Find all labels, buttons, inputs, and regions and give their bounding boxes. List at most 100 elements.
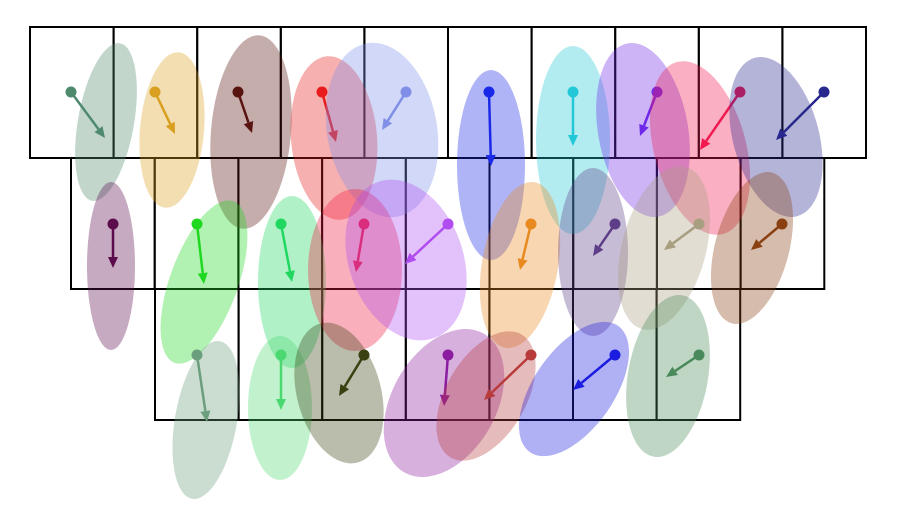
arrow-head — [94, 126, 105, 138]
arrow-head — [639, 123, 649, 136]
glyph — [139, 52, 205, 208]
glyph — [457, 70, 525, 260]
arrow-head — [485, 154, 496, 166]
arrow-head — [197, 272, 208, 284]
start-dot — [651, 86, 663, 98]
arrow-shaft — [642, 91, 659, 127]
cell-frame — [739, 157, 826, 290]
start-dot — [191, 218, 203, 230]
glyph — [479, 182, 561, 348]
glyph — [383, 329, 505, 477]
arrow-head — [108, 257, 118, 268]
glyph — [729, 57, 830, 217]
start-dot — [191, 349, 203, 361]
arrow-head — [593, 244, 604, 256]
start-dot — [149, 86, 161, 98]
arrow-shaft — [195, 354, 207, 412]
arrow-shaft — [153, 91, 172, 125]
glyph — [290, 56, 378, 220]
ellipse — [75, 43, 137, 201]
arrow-head — [382, 118, 393, 130]
arrow-shaft — [580, 354, 616, 384]
start-dot — [734, 86, 746, 98]
arrow-shaft — [705, 91, 742, 142]
glyph — [308, 189, 402, 351]
start-dot — [525, 349, 537, 361]
glyph — [210, 35, 292, 229]
ellipse — [649, 61, 751, 235]
arrow-shaft — [412, 223, 449, 258]
arrow-shaft — [343, 354, 366, 388]
glyph — [87, 182, 135, 350]
glyph — [558, 168, 628, 336]
glyph — [617, 166, 711, 330]
start-dot — [567, 86, 579, 98]
ellipse — [729, 57, 823, 217]
arrow-shaft — [491, 354, 532, 394]
arrow-head — [666, 366, 678, 377]
start-dot — [525, 218, 537, 230]
arrow-head — [405, 252, 417, 264]
arrow-head — [568, 135, 578, 146]
start-dot — [693, 349, 705, 361]
glyph — [172, 341, 240, 499]
arrow-head — [664, 239, 676, 250]
arrow-head — [276, 399, 286, 410]
start-dot — [776, 218, 788, 230]
start-dot — [275, 218, 287, 230]
glyph — [325, 42, 439, 218]
start-dot — [609, 349, 621, 361]
glyph — [649, 61, 751, 235]
arrow-head — [517, 258, 528, 270]
glyph — [710, 172, 794, 324]
arrow-shaft — [279, 223, 292, 272]
glyph — [294, 322, 384, 464]
arrow-head — [243, 120, 254, 133]
cell-frame — [655, 288, 742, 421]
start-dot — [358, 349, 370, 361]
arrow-shaft — [521, 223, 533, 260]
arrow-head — [352, 260, 363, 272]
arrow-head — [484, 388, 496, 400]
glyph — [65, 43, 137, 201]
arrow-shaft — [386, 91, 408, 122]
start-dot — [358, 218, 370, 230]
arrow-head — [700, 138, 711, 150]
glyph — [160, 200, 248, 364]
ellipse — [345, 179, 467, 341]
start-dot — [818, 86, 830, 98]
arrow-shaft — [487, 91, 492, 156]
ellipse — [558, 168, 628, 336]
arrow-head — [439, 394, 450, 406]
arrow-head — [776, 128, 788, 140]
arrow-shaft — [320, 91, 335, 132]
glyph — [248, 336, 312, 480]
ellipse — [617, 166, 711, 330]
ellipse — [248, 336, 312, 480]
ellipse — [87, 182, 135, 350]
glyph — [626, 294, 710, 458]
glyph — [519, 321, 629, 457]
arrow-shaft — [356, 223, 366, 262]
glyph — [258, 196, 326, 368]
arrow-shaft — [69, 91, 100, 130]
ellipse — [210, 35, 292, 229]
glyph — [436, 331, 537, 461]
start-dot — [400, 86, 412, 98]
glyph — [596, 42, 690, 218]
arrow-head — [573, 379, 585, 390]
start-dot — [316, 86, 328, 98]
arrow-head — [328, 130, 338, 142]
start-dot — [693, 218, 705, 230]
arrow-shaft — [782, 91, 825, 134]
start-dot — [65, 86, 77, 98]
arrow-head — [339, 384, 349, 396]
start-dot — [442, 349, 454, 361]
start-dot — [275, 349, 287, 361]
arrow-head — [751, 239, 763, 250]
start-dot — [107, 218, 119, 230]
start-dot — [609, 218, 621, 230]
arrow-head — [285, 270, 295, 282]
start-dot — [442, 218, 454, 230]
